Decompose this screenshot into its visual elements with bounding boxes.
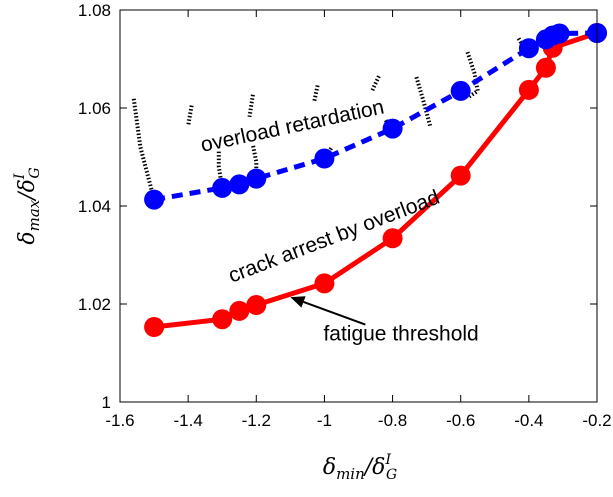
boundary-curve-5 [312, 85, 320, 103]
data-point-overload [229, 174, 250, 195]
x-axis: -1.6 -1.4 -1.2 -1 -0.8 -0.6 -0.4 -0.2 [105, 10, 612, 430]
y-axis: 1 1.02 1.04 1.06 1.08 [78, 1, 597, 412]
annotation-0: overload retardation [199, 95, 386, 156]
y-tick-label: 1.02 [78, 295, 111, 314]
boundary-curve-3 [186, 105, 194, 127]
data-point-fatigue [382, 228, 403, 249]
annotation-arrow-line [303, 301, 366, 326]
x-axis-label: δmin/δI G [323, 452, 397, 483]
data-point-fatigue [246, 295, 267, 315]
x-tick-label: -1.4 [173, 411, 202, 430]
data-point-overload [212, 177, 233, 198]
annotation-1: crack arrest by overload [225, 186, 442, 288]
data-point-overload [518, 38, 539, 59]
y-axis-label: δmax/δIG [12, 167, 43, 244]
annotation-2: fatigue threshold [323, 322, 478, 345]
data-point-fatigue [535, 57, 556, 78]
boundary-curve-2 [250, 144, 259, 179]
series-group [144, 23, 607, 337]
data-point-overload [450, 80, 471, 101]
data-point-overload [382, 118, 403, 139]
boundary-curve-9 [414, 76, 433, 127]
data-point-fatigue [229, 300, 250, 321]
y-tick-label: 1 [102, 393, 111, 412]
y-tick-label: 1.08 [78, 1, 111, 20]
data-point-overload [549, 23, 570, 44]
data-point-fatigue [518, 79, 539, 100]
y-tick-label: 1.04 [78, 197, 111, 216]
y-tick-label: 1.06 [78, 99, 111, 118]
data-point-overload [314, 148, 335, 169]
x-tick-label: -1.2 [242, 411, 271, 430]
annotation-arrow-head [290, 296, 306, 308]
x-tick-label: -1 [317, 411, 332, 430]
data-point-fatigue [450, 165, 471, 186]
x-tick-label: -0.4 [514, 411, 543, 430]
x-tick-label: -0.8 [378, 411, 407, 430]
data-point-overload [246, 168, 267, 189]
data-point-fatigue [314, 273, 335, 294]
x-tick-label: -0.2 [582, 411, 611, 430]
boundary-curve-4 [247, 94, 255, 118]
x-tick-label: -1.6 [105, 411, 134, 430]
data-point-overload [144, 189, 165, 210]
data-point-fatigue [212, 309, 233, 330]
data-point-fatigue [144, 317, 165, 337]
boundary-curve-8 [370, 75, 381, 92]
boundary-curve-10 [465, 51, 481, 100]
y-axis-label-group: δmax/δIG [12, 167, 43, 244]
boundary-curve-0 [131, 97, 157, 201]
x-tick-label: -0.6 [446, 411, 475, 430]
